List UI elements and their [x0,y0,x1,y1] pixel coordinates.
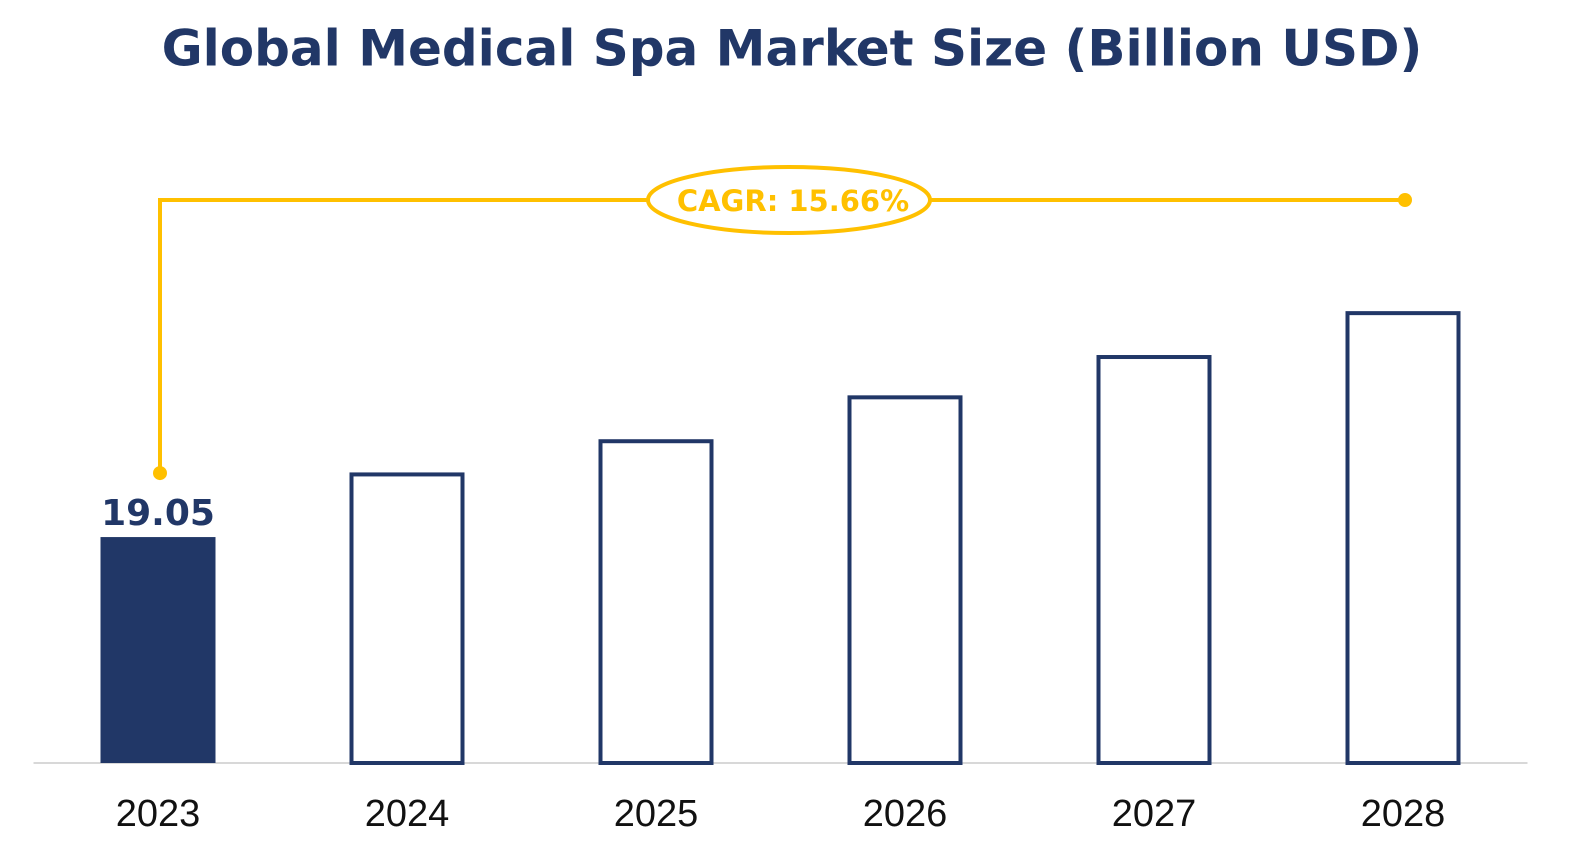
bar [100,537,216,763]
bar [1096,355,1212,765]
bar [1345,311,1461,765]
cagr-badge [646,165,932,235]
cagr-label: CAGR: 15.66% [677,184,909,218]
chart-title: Global Medical Spa Market Size (Billion … [162,20,1423,78]
cagr-dot [1398,193,1412,207]
x-tick-label: 2028 [1361,793,1446,835]
data-label: 19.05 [101,493,215,534]
bar [847,395,963,765]
x-tick-label: 2024 [365,793,450,835]
cagr-dot [153,466,167,481]
bar [598,439,714,765]
x-tick-label: 2025 [614,793,699,835]
cagr-line [158,198,1405,474]
bar [349,472,465,765]
x-tick-label: 2027 [1112,793,1197,835]
x-tick-label: 2023 [116,793,201,835]
x-tick-label: 2026 [863,793,948,835]
